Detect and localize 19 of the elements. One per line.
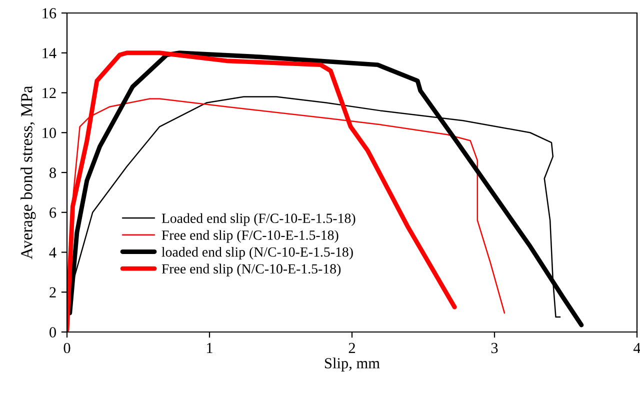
x-tick-label: 2	[348, 342, 355, 354]
x-axis-title: Slip, mm	[325, 358, 380, 372]
x-tick-label: 3	[491, 342, 498, 354]
legend-label: Free end slip (F/C-10-E-1.5-18)	[162, 230, 338, 243]
x-tick-label: 0	[64, 342, 70, 354]
y-tick-label: 2	[50, 287, 56, 298]
y-axis-title: Average bond stress, MPa	[20, 86, 36, 260]
y-tick-label: 0	[50, 327, 56, 338]
y-tick-label: 8	[50, 168, 56, 178]
y-tick-label: 6	[50, 208, 56, 218]
y-tick-label: 16	[42, 8, 56, 18]
x-tick-label: 1	[207, 342, 212, 354]
y-tick-label: 14	[42, 48, 56, 58]
y-tick-label: 4	[49, 247, 56, 258]
legend-label: loaded end slip (N/C-10-E-1.5-18)	[162, 246, 353, 260]
y-tick-label: 10	[42, 128, 56, 138]
y-tick-label: 12	[42, 88, 56, 98]
legend-label: Loaded end slip (F/C-10-E-1.5-18)	[162, 213, 356, 226]
legend-label: Free end slip (N/C-10-E-1.5-18)	[162, 264, 341, 276]
